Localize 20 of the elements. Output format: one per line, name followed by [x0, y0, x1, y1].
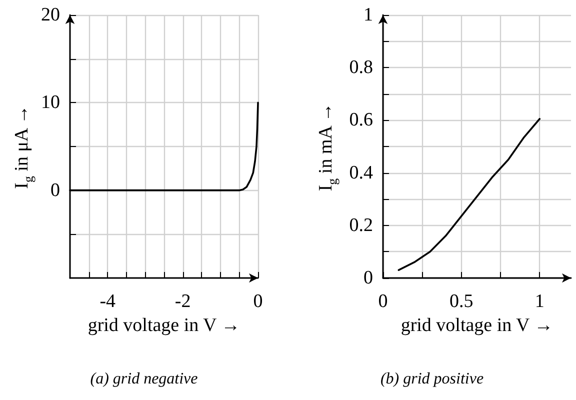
text: (b) grid positive	[380, 370, 484, 388]
x-tick-label: 0	[378, 291, 388, 312]
text: (a) grid negative	[90, 370, 198, 388]
y-tick-label: 0.8	[349, 57, 373, 78]
x-tick-label: 0.5	[449, 291, 474, 312]
line-series	[398, 118, 541, 272]
y-tick-label: 0.6	[349, 110, 373, 131]
x-axis-title: grid voltage in V →	[88, 315, 240, 336]
y-tick-label: 1	[364, 4, 373, 26]
x-tick-label: -4	[100, 291, 116, 312]
x-tick-label: 0	[253, 291, 263, 312]
y-tick-label: 10	[41, 92, 60, 114]
y-tick-label: 0.4	[349, 162, 374, 184]
y-tick-label: 0.2	[349, 214, 373, 236]
y-tick-label: 20	[41, 4, 60, 26]
y-tick-label: 0	[364, 268, 373, 288]
y-tick-label: 0	[50, 180, 60, 201]
x-tick-label: -2	[174, 291, 191, 312]
x-axis-title: grid voltage in V →	[400, 315, 554, 336]
x-tick-label: 1	[534, 291, 544, 312]
